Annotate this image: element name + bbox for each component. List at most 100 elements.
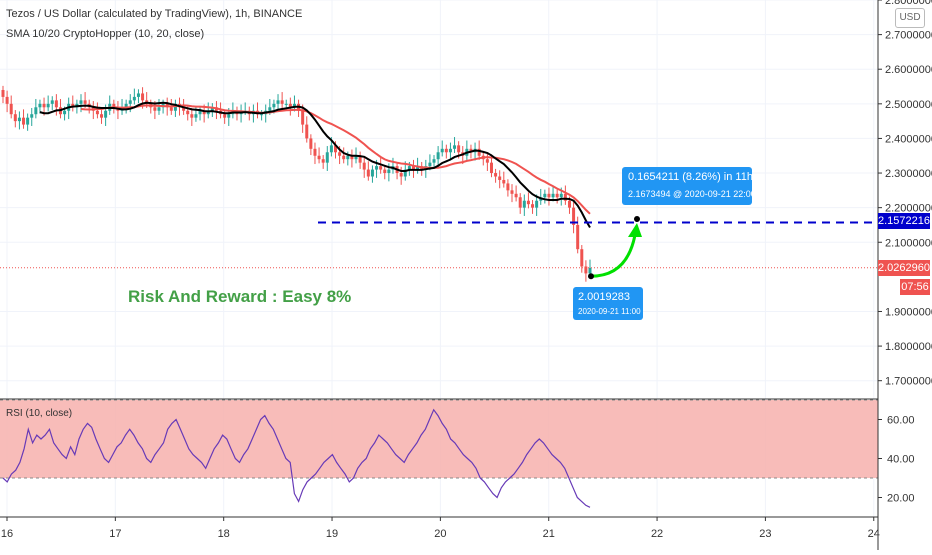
time-axis-label: 20	[434, 528, 446, 540]
projection-arrowhead	[628, 222, 642, 237]
measure-start-point	[588, 273, 594, 280]
candle-body	[494, 173, 498, 177]
rsi-label: RSI (10, close)	[6, 408, 73, 419]
candle-body	[387, 169, 391, 174]
measure-change: 0.1654211 (8.26%) in 11h	[628, 171, 753, 183]
start-time: 2020-09-21 11:00	[578, 307, 641, 316]
candle-body	[383, 169, 387, 174]
candle-body	[9, 103, 13, 115]
candle-body	[186, 110, 190, 115]
time-axis-label: 21	[543, 528, 555, 540]
candle-body	[136, 93, 140, 97]
candle-body	[366, 169, 370, 177]
candle-body	[309, 138, 313, 149]
candle-body	[572, 207, 576, 225]
candle-body	[469, 148, 473, 153]
candle-body	[104, 110, 108, 118]
candle-body	[5, 96, 9, 104]
candle-body	[333, 145, 337, 153]
candle-body	[206, 110, 210, 115]
candle-body	[436, 152, 440, 160]
candle-body	[576, 224, 580, 250]
last-price-badge: 2.0262960	[878, 260, 930, 276]
candle-body	[342, 155, 346, 160]
candle-body	[54, 100, 58, 108]
start-price: 2.0019283	[578, 291, 630, 303]
candle-body	[444, 148, 448, 153]
candle-body	[510, 190, 514, 194]
candle-body	[128, 100, 132, 104]
candle-body	[34, 107, 38, 115]
candle-body	[547, 193, 551, 198]
candle-body	[288, 103, 292, 108]
candle-body	[305, 124, 309, 139]
candle-body	[432, 159, 436, 163]
time-axis-label: 19	[326, 528, 338, 540]
currency-button[interactable]: USD	[895, 8, 925, 28]
price-axis-label: 1.9000000	[885, 306, 932, 318]
candle-body	[95, 110, 99, 115]
candle-body	[42, 103, 46, 108]
projection-arrow	[590, 234, 637, 278]
rsi-axis-label: 40.00	[887, 454, 915, 466]
candle-body	[403, 169, 407, 177]
candle-body	[71, 103, 75, 108]
candle-body	[79, 100, 83, 104]
candle-body	[169, 107, 173, 111]
candle-body	[543, 193, 547, 198]
rsi-axis-label: 60.00	[887, 415, 915, 427]
rsi-band	[0, 400, 878, 478]
candle-body	[284, 103, 288, 105]
time-axis-label: 16	[1, 528, 13, 540]
candle-body	[551, 193, 555, 198]
candle-body	[260, 114, 264, 116]
price-axis-label: 2.3000000	[885, 168, 932, 180]
time-axis-label: 22	[651, 528, 663, 540]
candle-body	[588, 267, 592, 274]
price-axis-label: 2.8000000	[885, 0, 932, 7]
candle-body	[329, 145, 333, 153]
candle-body	[453, 145, 457, 149]
candle-body	[83, 100, 87, 104]
price-axis-label: 2.4000000	[885, 133, 932, 145]
candle-body	[17, 117, 21, 122]
sma-10-line	[39, 101, 591, 229]
candle-body	[502, 179, 506, 184]
candle-body	[153, 107, 157, 111]
candle-body	[157, 107, 161, 111]
candle-body	[63, 110, 67, 115]
candle-body	[411, 166, 415, 170]
candle-body	[210, 107, 214, 111]
candle-body	[124, 103, 128, 108]
candle-body	[522, 200, 526, 208]
sma-indicator-label: SMA 10/20 CryptoHopper (10, 20, close)	[6, 28, 205, 40]
candle-body	[584, 266, 588, 274]
candle-body	[580, 249, 584, 267]
candle-body	[132, 96, 136, 101]
candle-body	[227, 114, 231, 118]
candle-body	[292, 103, 296, 108]
candle-body	[416, 166, 420, 170]
measure-target: 2.1673494 @ 2020-09-21 22:00	[628, 189, 756, 199]
candle-body	[535, 200, 539, 208]
candle-body	[346, 155, 350, 160]
price-axis-label: 2.6000000	[885, 64, 932, 76]
candle-body	[280, 100, 284, 104]
candle-body	[563, 193, 567, 201]
candle-body	[567, 200, 571, 208]
price-axis-label: 2.5000000	[885, 99, 932, 111]
start-price-tooltip: 2.0019283 2020-09-21 11:00	[573, 287, 643, 320]
time-axis-label: 17	[109, 528, 121, 540]
candle-body	[514, 193, 518, 198]
candle-body	[370, 169, 374, 177]
candle-body	[354, 155, 358, 160]
candle-body	[190, 114, 194, 118]
candle-body	[375, 166, 379, 170]
candle-body	[559, 193, 563, 198]
candle-body	[173, 103, 177, 111]
rsi-axis-label: 20.00	[887, 493, 915, 505]
candle-body	[399, 173, 403, 177]
candle-body	[13, 114, 17, 122]
